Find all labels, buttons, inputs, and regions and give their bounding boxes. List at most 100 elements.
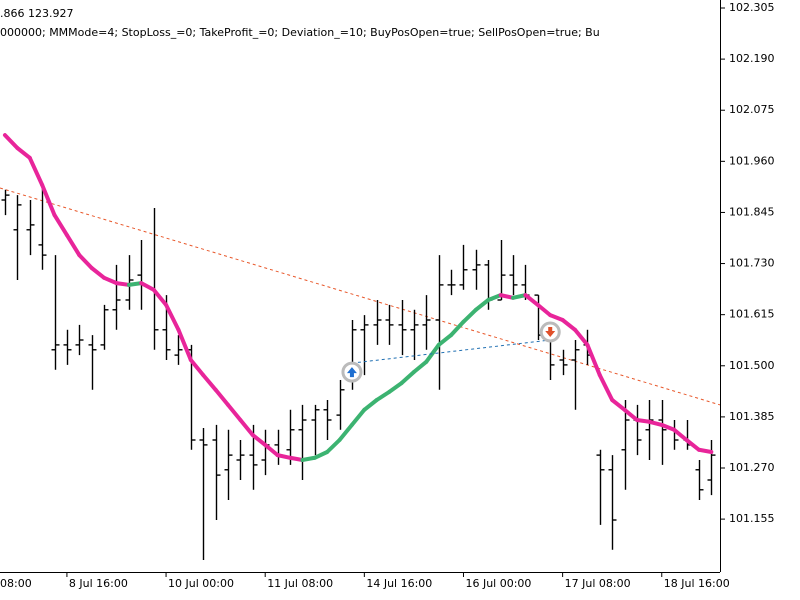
ohlc-bar [125, 255, 134, 310]
trade-line [351, 339, 551, 364]
ma-segment [560, 318, 578, 332]
ohlc-bar [571, 340, 580, 410]
ma-segment [188, 358, 206, 378]
ohlc-bar [88, 335, 97, 390]
ma-segment [275, 453, 292, 460]
ohlc-bar [63, 329, 72, 365]
trend-line [0, 187, 720, 406]
ma-segment [312, 450, 330, 460]
ohlc-bar [447, 269, 456, 296]
ma-segment [696, 447, 714, 454]
ma-segment [151, 287, 169, 307]
ohlc-bar [373, 300, 382, 345]
ma-segment [659, 422, 677, 432]
x-tick-label: 08:00 [0, 577, 32, 590]
ohlc-bar [13, 195, 22, 280]
ma-segment [263, 442, 280, 458]
ma-segment [201, 373, 218, 392]
ma-segment [535, 302, 553, 318]
ohlc-bar [298, 404, 307, 480]
marker-arrow [346, 367, 357, 378]
x-tick-label: 17 Jul 08:00 [565, 577, 631, 590]
ohlc-bar [236, 440, 245, 480]
ma-segment [114, 281, 131, 287]
x-tick-label: 14 Jul 16:00 [366, 577, 432, 590]
ohlc-bar [422, 295, 431, 350]
ma-segment [399, 370, 416, 386]
ma-segment [250, 433, 268, 447]
ohlc-bar [385, 304, 394, 345]
ma-segment [486, 293, 503, 302]
ma-segment [164, 302, 181, 332]
ma-segment [449, 319, 466, 338]
plot-area: .866 123.927 000000; MMMode=4; StopLoss_=… [0, 7, 720, 560]
x-tick-label: 8 Jul 16:00 [69, 577, 128, 590]
ma-segment [349, 407, 367, 427]
ma-segment [27, 155, 45, 187]
ohlc-bar [286, 409, 295, 465]
ohlc-bar [51, 255, 60, 370]
ohlc-bar [100, 304, 109, 350]
ohlc-bar [137, 240, 146, 310]
ma-segment [374, 390, 392, 402]
sell-marker [539, 321, 561, 343]
ma-segment [548, 313, 565, 322]
ma-segment [362, 398, 379, 412]
ohlc-bar [212, 424, 221, 520]
ma-segment [77, 253, 94, 270]
ma-segment [40, 182, 57, 218]
ohlc-bar [459, 244, 468, 290]
ohlc-bar [398, 300, 407, 356]
y-tick-label: 101.385 [729, 410, 775, 423]
ohlc-bar [435, 255, 444, 390]
ma-segment [139, 281, 156, 292]
marker-arrow [545, 327, 556, 337]
buy-marker [341, 361, 363, 383]
ma-segment [15, 146, 32, 160]
ma-segment [573, 327, 590, 347]
ohlc-bar [75, 324, 84, 356]
ma-segment [102, 275, 119, 286]
ma-segment [622, 407, 639, 422]
header-text: .866 123.927 [0, 7, 73, 20]
y-tick-label: 101.500 [729, 359, 775, 372]
ma-segment [634, 418, 652, 424]
ohlc-bar [38, 184, 47, 270]
ma-segment [176, 327, 193, 362]
ma-segment [610, 398, 627, 412]
ohlc-bar [323, 400, 332, 440]
ohlc-bar [633, 404, 642, 456]
ohlc-bar [174, 335, 183, 365]
ma-segment [325, 438, 342, 454]
ohlc-bar [608, 455, 617, 550]
ohlc-bar [596, 449, 605, 525]
x-tick-label: 10 Jul 00:00 [168, 577, 234, 590]
ma-segment [2, 133, 20, 150]
ma-segment [300, 455, 317, 462]
x-tick-label: 18 Jul 16:00 [664, 577, 730, 590]
ohlc-bar [509, 255, 518, 296]
y-tick-label: 101.730 [729, 257, 775, 270]
ohlc-bar [645, 400, 654, 460]
ma-segment [126, 281, 144, 287]
y-tick-label: 102.190 [729, 52, 775, 65]
ma-segment [387, 381, 404, 394]
ohlc-bar [199, 428, 208, 560]
y-tick-label: 101.960 [729, 154, 775, 167]
ohlc-bar [274, 429, 283, 465]
ohlc-bar [559, 349, 568, 376]
y-tick-label: 101.845 [729, 205, 775, 218]
y-tick-label: 102.305 [729, 1, 775, 14]
ma-segment [498, 293, 516, 300]
ohlc-bar [26, 200, 35, 256]
ohlc-bar [112, 264, 121, 330]
ma-segment [337, 422, 354, 442]
ma-segment [523, 293, 540, 307]
x-tick-label: 16 Jul 00:00 [465, 577, 531, 590]
ohlc-bar [707, 440, 716, 496]
ma-segment [238, 418, 255, 438]
ma-segment [684, 438, 701, 452]
y-tick-label: 101.270 [729, 461, 775, 474]
ohlc-bar [695, 460, 704, 500]
ma-segment [672, 427, 689, 442]
